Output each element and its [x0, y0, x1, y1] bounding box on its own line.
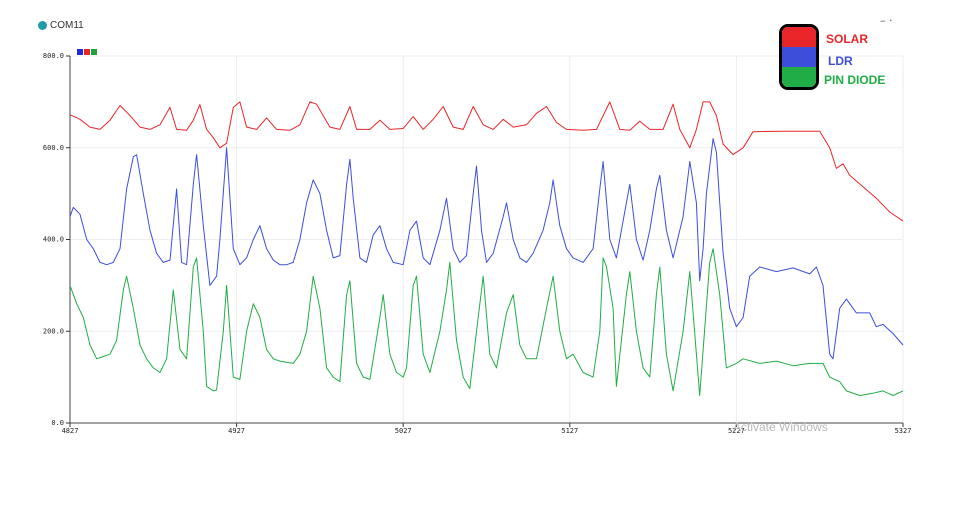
- legend-label-pin-diode: PIN DIODE: [824, 73, 886, 87]
- series-line-0: [69, 101, 904, 222]
- y-tick-label: 800.0: [43, 52, 64, 60]
- axes: 0.0 200.0 400.0 600.0 800.0 4827 4927 5027 5127 5…: [43, 52, 912, 435]
- legend-label-ldr: LDR: [828, 54, 853, 68]
- series-toggle-ldr[interactable]: [77, 49, 83, 55]
- x-tick-label: 4827: [62, 427, 79, 435]
- arduino-icon: [38, 21, 47, 30]
- x-tick-label: 5127: [561, 427, 578, 435]
- window-controls[interactable]: – ·: [880, 14, 893, 27]
- y-tick-label: 600.0: [43, 144, 64, 152]
- grid-lines: [69, 55, 904, 424]
- series-line-1: [69, 138, 904, 360]
- window-title: COM11: [50, 20, 84, 31]
- x-tick-label: 4927: [228, 427, 245, 435]
- legend-swatch-pin-diode: [782, 66, 816, 87]
- series-toggle-solar[interactable]: [84, 49, 90, 55]
- series-lines: [69, 101, 904, 396]
- y-tick-label: 0.0: [51, 419, 64, 427]
- legend-swatch-solar: [782, 27, 816, 47]
- activate-windows-watermark: Activate Windows: [733, 420, 828, 434]
- y-tick-label: 400.0: [43, 236, 64, 244]
- x-tick-label: 5327: [895, 427, 912, 435]
- legend-swatches: [779, 24, 819, 90]
- series-line-2: [69, 248, 904, 396]
- series-toggle-group[interactable]: [77, 40, 98, 55]
- x-tick-label: 5227: [728, 427, 745, 435]
- legend-label-solar: SOLAR: [826, 32, 868, 46]
- x-tick-label: 5027: [395, 427, 412, 435]
- legend-swatch-ldr: [782, 46, 816, 67]
- series-toggle-pin-diode[interactable]: [91, 49, 97, 55]
- y-tick-label: 200.0: [43, 327, 64, 335]
